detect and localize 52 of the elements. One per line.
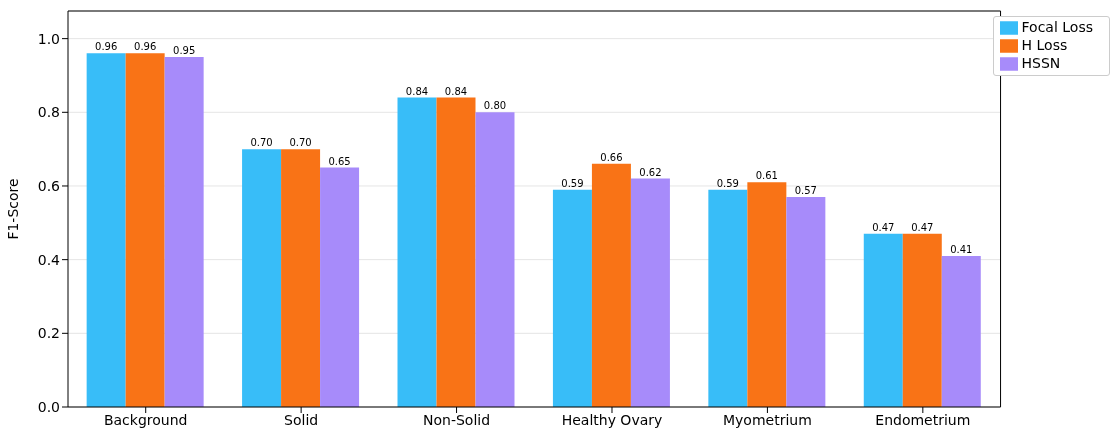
data-label: 0.66: [600, 151, 623, 163]
y-tick-label: 0.2: [37, 325, 60, 342]
bar: [747, 182, 787, 407]
data-label: 0.84: [444, 85, 468, 97]
x-tick-label: Myometrium: [723, 411, 812, 428]
bar: [786, 197, 826, 407]
data-label: 0.84: [405, 85, 429, 97]
bar: [281, 149, 321, 407]
data-label: 0.57: [794, 185, 817, 197]
data-label: 0.59: [716, 177, 739, 189]
data-label: 0.96: [134, 41, 157, 53]
bar: [941, 255, 981, 407]
y-tick-label: 0.0: [37, 398, 60, 415]
data-label: 0.61: [755, 170, 778, 182]
bar: [902, 233, 942, 407]
data-label: 0.59: [561, 177, 584, 189]
y-tick-label: 0.6: [37, 177, 61, 194]
x-tick-label: Healthy Ovary: [561, 411, 663, 428]
x-tick-label: Non-Solid: [423, 411, 491, 428]
bar: [863, 233, 903, 407]
bar: [125, 53, 165, 407]
bar: [436, 97, 476, 407]
data-label: 0.95: [173, 45, 196, 57]
x-tick-label: Endometrium: [875, 411, 971, 428]
data-label: 0.65: [328, 155, 351, 167]
bar: [86, 53, 126, 407]
data-label: 0.47: [911, 221, 934, 233]
y-tick-label: 0.4: [37, 251, 61, 268]
bar: [242, 149, 282, 407]
data-label: 0.41: [950, 243, 973, 255]
bar: [591, 163, 631, 407]
bar: [708, 189, 748, 407]
legend-label: H Loss: [1021, 37, 1068, 53]
data-label: 0.70: [250, 137, 273, 149]
bar: [552, 189, 592, 407]
x-tick-label: Solid: [284, 411, 319, 428]
data-label: 0.80: [483, 100, 507, 112]
y-tick-label: 0.8: [37, 104, 60, 121]
legend-label: Focal Loss: [1021, 19, 1093, 35]
bar: [164, 57, 204, 407]
bar: [630, 178, 670, 407]
legend-label: HSSN: [1021, 55, 1061, 71]
data-label: 0.62: [639, 166, 662, 178]
bar: [475, 112, 515, 407]
data-label: 0.47: [872, 221, 895, 233]
x-tick-label: Background: [103, 411, 188, 428]
bar: [397, 97, 437, 407]
data-label: 0.70: [289, 137, 312, 149]
data-label: 0.96: [95, 41, 118, 53]
y-axis-title: F1-Score: [4, 178, 21, 240]
y-tick-label: 1.0: [37, 30, 60, 47]
bar: [320, 167, 360, 407]
